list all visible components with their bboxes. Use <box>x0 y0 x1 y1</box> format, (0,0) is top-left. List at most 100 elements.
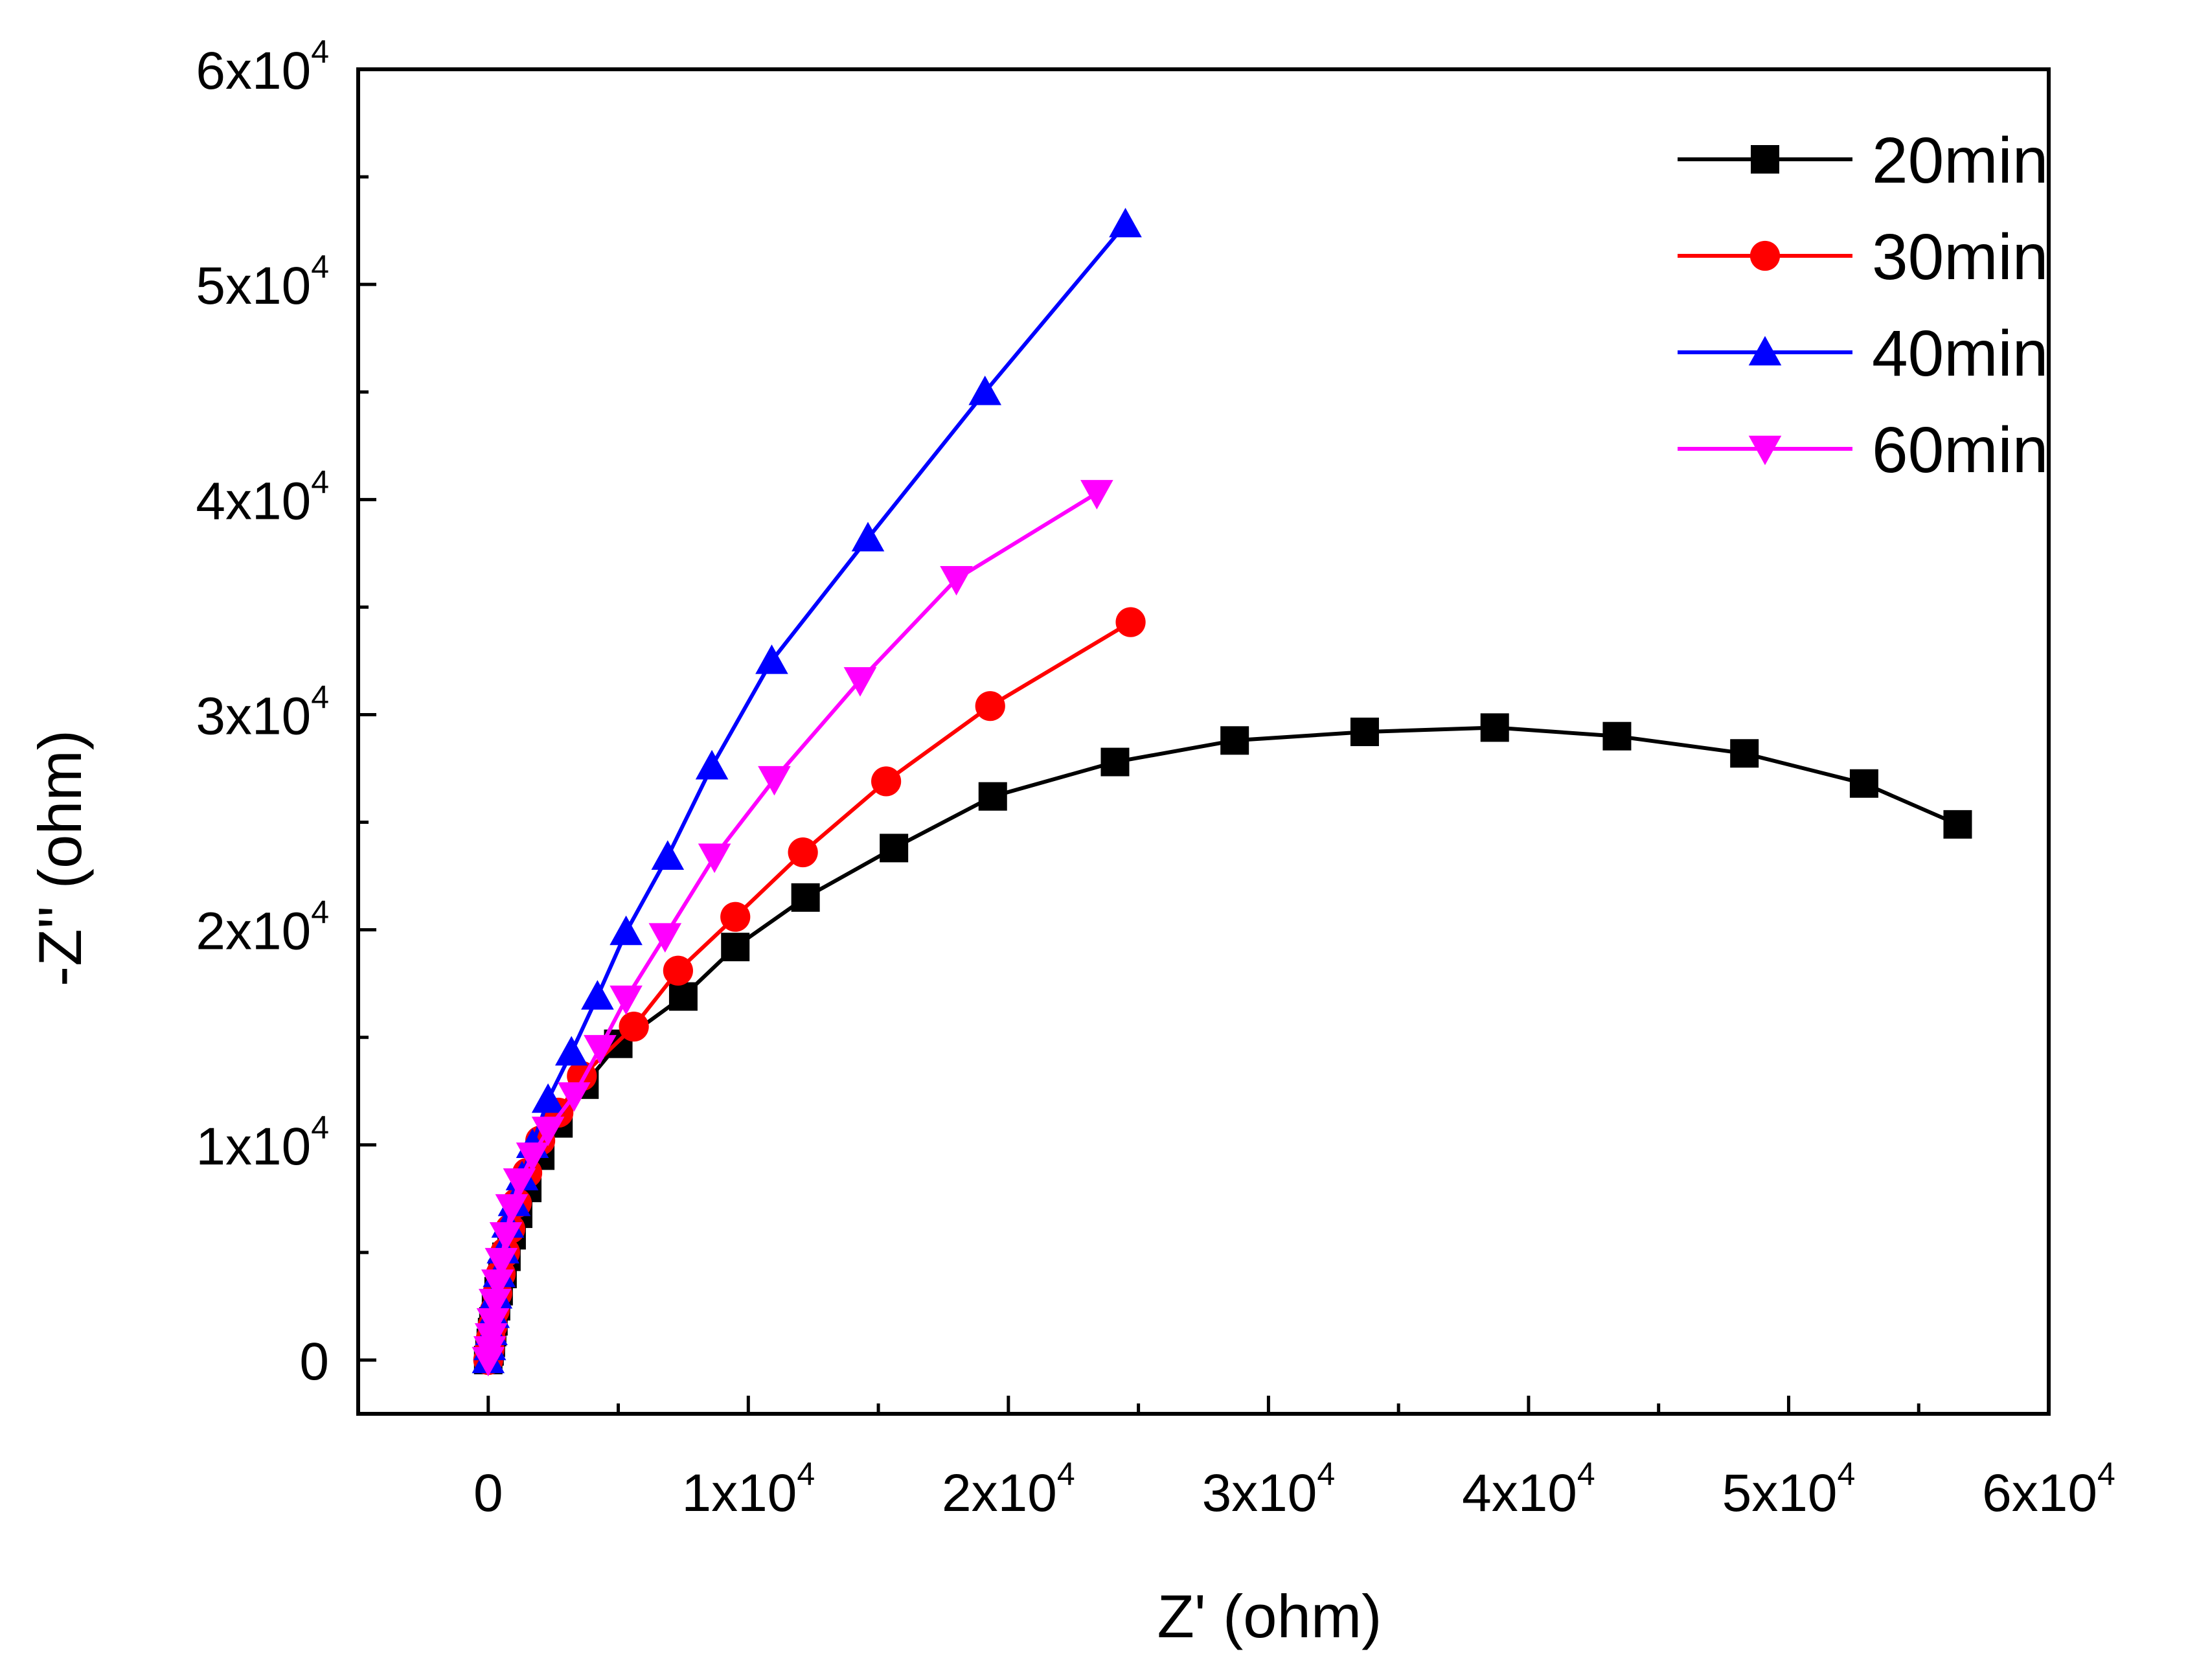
data-point-40min <box>1109 207 1142 238</box>
data-point-20min <box>1943 810 1972 839</box>
data-point-20min <box>1849 769 1878 798</box>
data-point-40min <box>609 915 643 946</box>
legend-label: 20min <box>1872 124 2048 197</box>
tick-mantissa: 5x10 <box>196 256 311 315</box>
tick-exponent: 4 <box>311 464 329 500</box>
tick-mantissa: 4x10 <box>196 471 311 530</box>
x-tick-label: 5x104 <box>1722 1456 1856 1523</box>
legend-item-40min: 40min <box>1678 317 2048 390</box>
tick-exponent: 4 <box>311 34 329 70</box>
data-point-40min <box>581 980 614 1010</box>
y-tick-label: 4x104 <box>196 464 329 530</box>
y-tick-label: 5x104 <box>196 249 329 315</box>
tick-exponent: 4 <box>311 679 329 715</box>
data-point-30min <box>720 902 751 932</box>
plot-series <box>472 207 1972 1377</box>
data-point-40min <box>651 840 685 870</box>
data-point-60min <box>495 1194 529 1224</box>
data-point-60min <box>484 1247 518 1278</box>
data-point-60min <box>478 1289 512 1319</box>
data-point-60min <box>648 923 682 953</box>
tick-mantissa: 6x10 <box>1982 1464 2097 1523</box>
data-point-60min <box>531 1117 565 1146</box>
data-point-60min <box>489 1222 523 1252</box>
data-point-60min <box>516 1142 549 1172</box>
legend-item-20min: 20min <box>1678 124 2048 197</box>
x-tick-label: 3x104 <box>1202 1456 1336 1523</box>
legend-label: 30min <box>1872 221 2048 293</box>
x-axis-title: Z' (ohm) <box>1157 1582 1382 1650</box>
tick-mantissa: 0 <box>299 1332 329 1391</box>
tick-exponent: 4 <box>311 249 329 285</box>
data-point-40min <box>755 644 788 674</box>
data-point-60min <box>843 667 877 697</box>
data-point-20min <box>880 834 909 863</box>
data-point-20min <box>791 883 820 912</box>
data-point-20min <box>1100 747 1130 777</box>
data-point-30min <box>1115 607 1146 637</box>
legend-marker <box>1749 240 1781 271</box>
series-60min <box>472 480 1113 1377</box>
x-tick-label: 4x104 <box>1462 1456 1595 1523</box>
data-point-60min <box>557 1082 591 1112</box>
tick-mantissa: 4x10 <box>1462 1464 1577 1523</box>
data-point-20min <box>1480 713 1509 742</box>
series-20min <box>473 713 1972 1374</box>
legend-item-60min: 60min <box>1678 414 2048 486</box>
x-tick-label: 6x104 <box>1982 1456 2115 1523</box>
data-point-20min <box>978 782 1007 811</box>
data-point-60min <box>473 1336 507 1366</box>
data-point-60min <box>584 1035 617 1065</box>
data-point-60min <box>698 843 731 874</box>
axis-titles: Z' (ohm) -Z'' (ohm) <box>26 730 1382 1650</box>
data-point-20min <box>668 982 698 1011</box>
tick-exponent: 4 <box>311 894 329 931</box>
data-point-30min <box>663 955 693 986</box>
y-tick-label: 3x104 <box>196 679 329 745</box>
tick-mantissa: 0 <box>473 1464 503 1523</box>
tick-exponent: 4 <box>2097 1456 2115 1492</box>
tick-mantissa: 3x10 <box>1202 1464 1317 1523</box>
legend-marker <box>1748 435 1782 466</box>
data-point-40min <box>554 1036 588 1066</box>
series-line-20min <box>486 725 1959 1361</box>
y-axis-title: -Z'' (ohm) <box>26 730 94 986</box>
axis-ticks: 0 1x104 2x104 3x104 4x104 5x104 6x10401x1042x1… <box>196 34 2115 1523</box>
tick-mantissa: 5x10 <box>1722 1464 1838 1523</box>
data-point-40min <box>968 375 1002 405</box>
data-point-30min <box>871 766 902 797</box>
x-tick-label: 0 <box>473 1464 503 1523</box>
data-point-20min <box>1730 739 1759 768</box>
data-point-20min <box>1220 726 1249 755</box>
data-point-60min <box>609 985 643 1016</box>
data-point-30min <box>788 837 818 868</box>
legend-label: 40min <box>1872 317 2048 390</box>
data-point-60min <box>940 565 973 596</box>
tick-mantissa: 6x10 <box>196 41 311 100</box>
data-point-30min <box>619 1012 649 1042</box>
tick-mantissa: 1x10 <box>196 1117 311 1176</box>
tick-exponent: 4 <box>311 1109 329 1146</box>
y-tick-label: 1x104 <box>196 1109 329 1176</box>
data-point-40min <box>851 521 885 552</box>
y-tick-label: 0 <box>299 1332 329 1391</box>
data-point-60min <box>481 1269 514 1299</box>
y-tick-label: 6x104 <box>196 34 329 100</box>
plot-frame <box>356 67 2051 1416</box>
legend-marker <box>1751 145 1779 174</box>
tick-exponent: 4 <box>797 1456 815 1492</box>
data-point-20min <box>1350 718 1379 747</box>
tick-exponent: 4 <box>1057 1456 1075 1492</box>
tick-mantissa: 2x10 <box>942 1464 1057 1523</box>
data-point-40min <box>531 1083 565 1113</box>
data-point-60min <box>503 1168 536 1198</box>
series-line-30min <box>486 620 1132 1361</box>
data-point-20min <box>721 933 750 962</box>
data-point-60min <box>758 766 791 796</box>
legend-marker <box>1748 335 1782 366</box>
tick-exponent: 4 <box>1837 1456 1855 1492</box>
data-point-60min <box>476 1308 510 1338</box>
data-point-20min <box>1602 721 1632 751</box>
